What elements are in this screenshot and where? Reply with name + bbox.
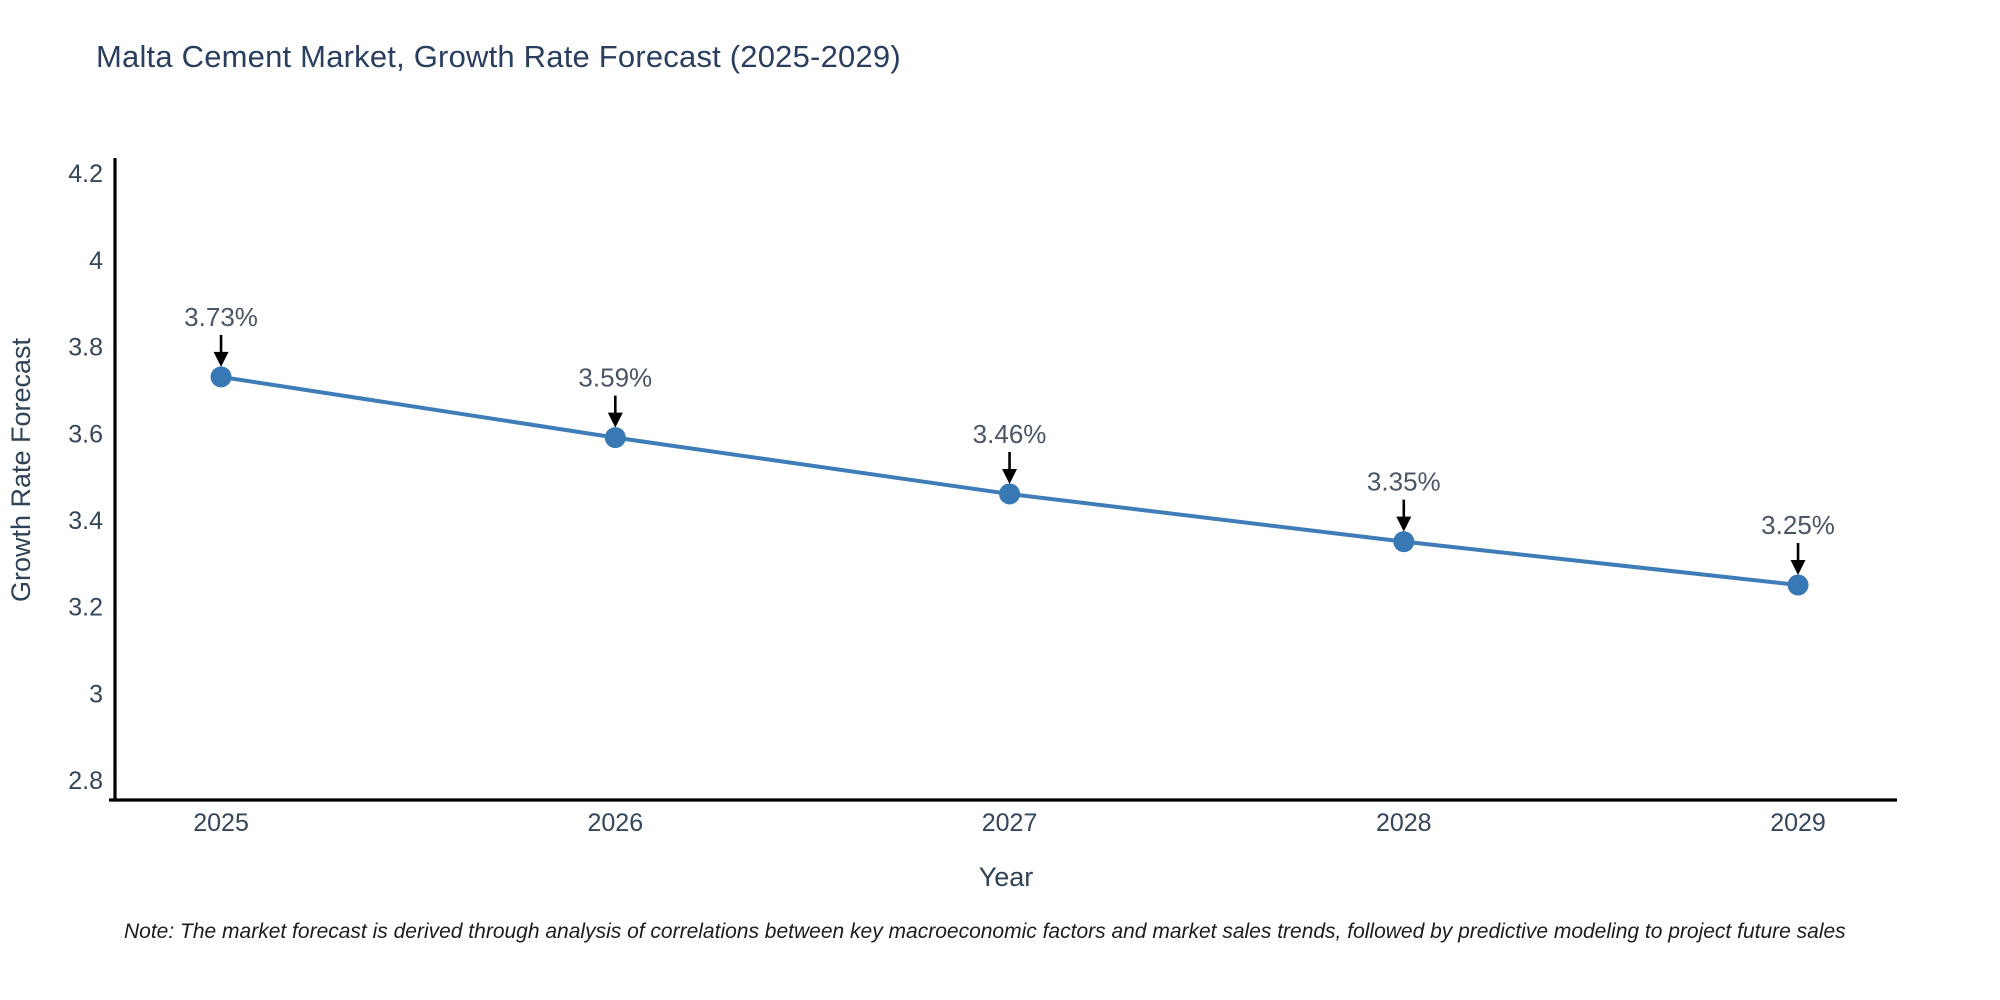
data-point-marker xyxy=(604,427,626,449)
y-tick-label: 3 xyxy=(89,680,103,708)
annotation-arrow-head xyxy=(213,351,229,367)
y-tick-label: 4 xyxy=(89,247,103,275)
point-annotation-label: 3.35% xyxy=(1367,467,1441,497)
data-point-marker xyxy=(210,366,232,388)
point-annotation-label: 3.59% xyxy=(578,363,652,393)
annotation-arrow-head xyxy=(1790,559,1806,575)
data-point-marker xyxy=(1787,574,1809,596)
x-tick-label: 2025 xyxy=(193,809,249,837)
point-annotation-label: 3.73% xyxy=(184,302,258,332)
y-tick-label: 3.4 xyxy=(68,507,103,535)
y-tick-label: 3.8 xyxy=(68,334,103,362)
annotation-arrow-head xyxy=(607,412,623,428)
plot-layer: 2.8 3 3.2 3.4 3.6 3.8 4 4.2 2025 2026 2027 2028 2029… xyxy=(68,158,1897,837)
y-tick-label: 2.8 xyxy=(68,767,103,795)
point-annotation-label: 3.46% xyxy=(973,419,1047,449)
y-tick-label: 3.6 xyxy=(68,420,103,448)
x-tick-label: 2028 xyxy=(1376,809,1432,837)
data-point-marker xyxy=(1393,531,1415,553)
x-axis-title: Year xyxy=(979,862,1034,892)
footnote: Note: The market forecast is derived thr… xyxy=(124,920,1846,943)
y-tick-label: 3.2 xyxy=(68,594,103,622)
y-axis-title: Growth Rate Forecast xyxy=(6,337,36,602)
x-tick-label: 2027 xyxy=(982,809,1038,837)
point-annotation-label: 3.25% xyxy=(1761,510,1835,540)
annotation-arrow-head xyxy=(1002,468,1018,484)
x-tick-label: 2029 xyxy=(1770,809,1826,837)
annotation-arrow-head xyxy=(1396,516,1412,532)
chart-title: Malta Cement Market, Growth Rate Forecas… xyxy=(96,39,901,74)
y-tick-label: 4.2 xyxy=(68,160,103,188)
data-point-marker xyxy=(999,483,1021,505)
x-tick-label: 2026 xyxy=(587,809,643,837)
